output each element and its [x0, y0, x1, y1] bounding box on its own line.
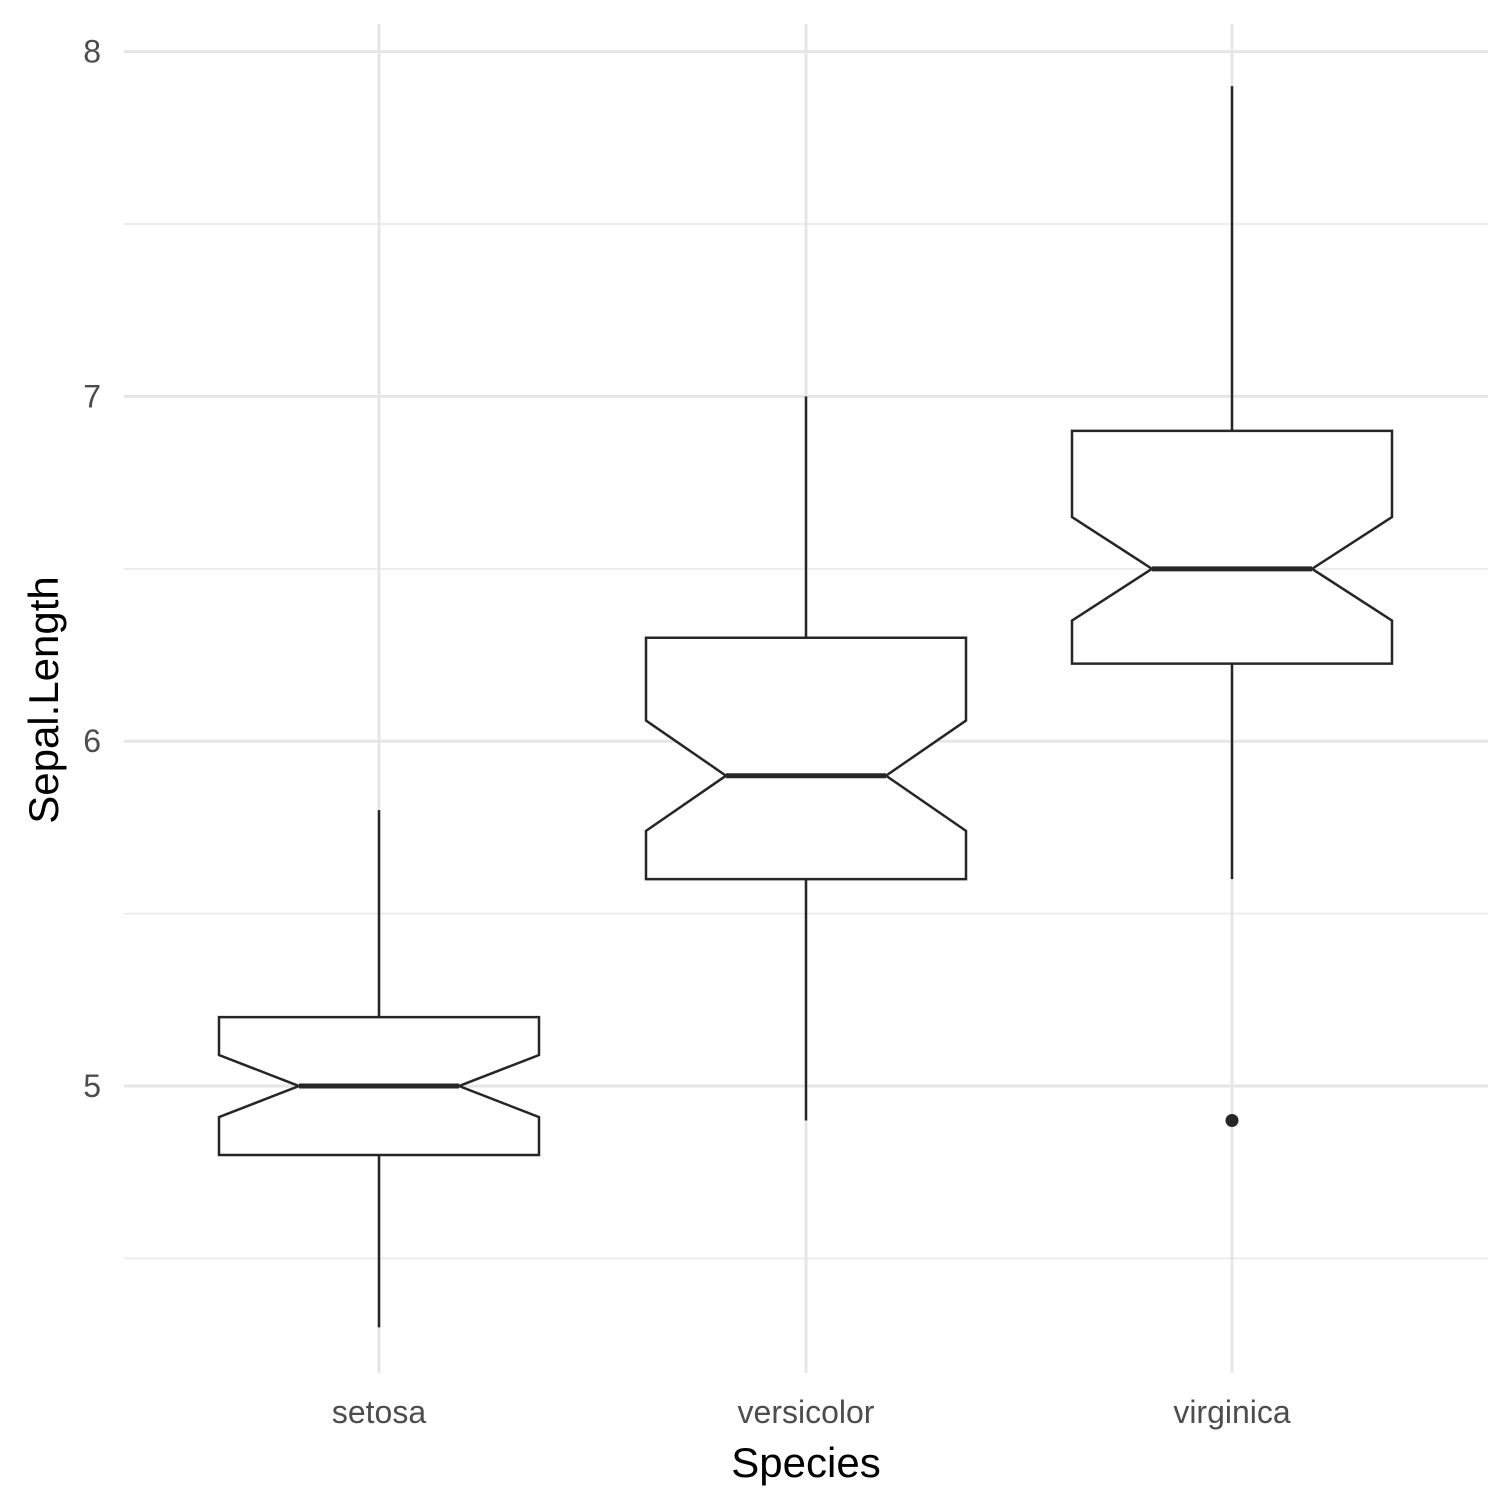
boxes [217, 86, 1394, 1328]
box-setosa [217, 810, 541, 1328]
x-tick-label: setosa [332, 1394, 426, 1430]
box-versicolor [644, 396, 968, 1121]
notched-box [644, 636, 968, 881]
y-axis-title: Sepal.Length [20, 576, 67, 824]
outlier-point [1225, 1114, 1239, 1128]
x-tick-label: virginica [1173, 1394, 1291, 1430]
y-tick-label: 6 [83, 723, 101, 759]
y-tick-label: 8 [83, 34, 101, 70]
x-tick-label: versicolor [738, 1394, 875, 1430]
x-axis-title: Species [731, 1439, 880, 1486]
box-virginica [1070, 86, 1394, 1128]
y-tick-label: 7 [83, 378, 101, 414]
notched-box [1070, 429, 1394, 665]
y-axis-ticks: 5 6 7 8 [83, 34, 101, 1104]
x-axis-ticks: setosa versicolor virginica [332, 1394, 1291, 1430]
y-tick-label: 5 [83, 1068, 101, 1104]
